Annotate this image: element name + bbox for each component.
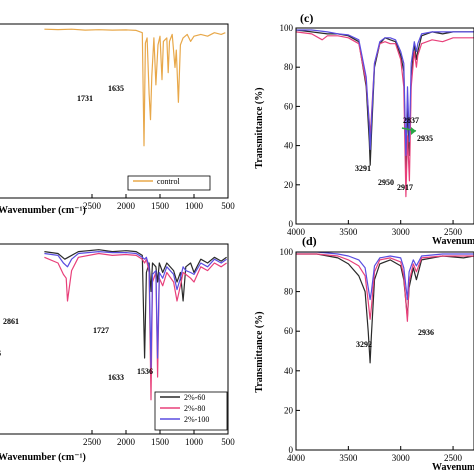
legend-label: 2%-60 <box>184 393 205 402</box>
y-tick-label: 60 <box>284 326 294 336</box>
legend-box <box>154 391 228 431</box>
x-tick-label: 500 <box>221 201 235 211</box>
series-line-d-3 <box>296 252 474 301</box>
legend-label: control <box>157 177 180 186</box>
legend-label: 2%-100 <box>184 415 209 424</box>
peak-annotation: 2837 <box>403 116 419 125</box>
y-tick-label: 100 <box>280 23 294 33</box>
legend-box <box>127 175 211 191</box>
x-tick-label: 2500 <box>444 453 463 463</box>
peak-annotation: 6 <box>0 349 1 358</box>
y-axis-label: Transmittance (%) <box>254 311 265 392</box>
x-tick-label: 3000 <box>392 453 411 463</box>
y-tick-label: 100 <box>280 247 294 257</box>
y-tick-label: 0 <box>289 445 294 455</box>
peak-annotation: 1633 <box>108 373 124 382</box>
peak-annotation: 3291 <box>355 164 371 173</box>
panel-a: 2500 2000 1500 1000 500 Wavenumber (cm⁻¹) 1731… <box>0 23 235 216</box>
y-tick-label: 80 <box>284 62 294 72</box>
x-tick-label: 3500 <box>339 227 358 237</box>
series-line-b-1 <box>44 249 227 359</box>
y-tick-label: 60 <box>284 101 294 111</box>
peak-annotation: 2935 <box>417 134 433 143</box>
x-tick-label: 500 <box>221 437 235 447</box>
panel-label: (c) <box>300 11 313 25</box>
y-tick-label: 20 <box>284 180 294 190</box>
legend-label: 2%-80 <box>184 404 205 413</box>
plot-frame <box>295 251 474 451</box>
peak-annotation: 1727 <box>93 326 109 335</box>
y-tick-label: 40 <box>284 141 294 151</box>
x-tick-label: 4000 <box>287 453 306 463</box>
x-tick-label: 2000 <box>117 201 136 211</box>
series-line-d-2 <box>296 253 474 322</box>
green-arrow-head <box>411 127 416 135</box>
plot-frame <box>0 243 229 435</box>
series-line-d-1 <box>296 253 474 364</box>
x-tick-label: 2000 <box>117 437 136 447</box>
series-line-c-2 <box>296 31 474 198</box>
panel-d: 4000 3500 3000 2500 0 20 40 60 80 100 Wavenumbe Tra… <box>254 234 474 473</box>
panel-c: 4000 3500 3000 2500 0 20 40 60 80 100 Wavenumbe Tra… <box>254 11 474 247</box>
panel-b: 2500 2000 1500 1000 500 Wavenumber (cm⁻¹) 2861… <box>0 243 235 463</box>
x-axis-label: Wavenumber (cm⁻¹) <box>0 452 86 463</box>
peak-annotation: 1731 <box>77 94 93 103</box>
y-tick-label: 80 <box>284 287 294 297</box>
peak-annotation: 1536 <box>137 367 153 376</box>
series-line-a-1 <box>44 28 226 147</box>
x-axis-label: Wavenumbe <box>432 462 474 473</box>
plot-frame <box>295 27 474 225</box>
x-tick-label: 2500 <box>444 227 463 237</box>
x-tick-label: 2500 <box>83 201 102 211</box>
peak-annotation: 2950 <box>378 178 394 187</box>
x-tick-label: 1000 <box>185 437 204 447</box>
y-tick-label: 40 <box>284 366 294 376</box>
y-tick-label: 20 <box>284 405 294 415</box>
y-tick-label: 0 <box>289 219 294 229</box>
peak-annotation: 2861 <box>3 317 19 326</box>
y-axis-label: Transmittance (%) <box>254 87 265 168</box>
peak-annotation: 2936 <box>418 328 434 337</box>
series-line-c-3 <box>296 29 474 156</box>
x-tick-label: 3000 <box>392 227 411 237</box>
peak-annotation: 2917 <box>397 183 413 192</box>
x-tick-label: 1000 <box>185 201 204 211</box>
panel-label: (d) <box>302 234 317 248</box>
series-line-c-1 <box>296 29 474 174</box>
peak-annotation: 1635 <box>108 84 124 93</box>
x-tick-label: 1500 <box>151 437 170 447</box>
x-tick-label: 4000 <box>287 227 306 237</box>
x-tick-label: 3500 <box>339 453 358 463</box>
peak-annotation: 3292 <box>356 340 372 349</box>
x-axis-label: Wavenumber (cm⁻¹) <box>0 205 86 216</box>
x-tick-label: 1500 <box>151 201 170 211</box>
plot-frame <box>0 23 229 199</box>
x-tick-label: 2500 <box>83 437 102 447</box>
series-line-b-3 <box>44 251 227 369</box>
x-axis-label: Wavenumbe <box>432 236 474 247</box>
series-line-b-2 <box>44 252 227 401</box>
